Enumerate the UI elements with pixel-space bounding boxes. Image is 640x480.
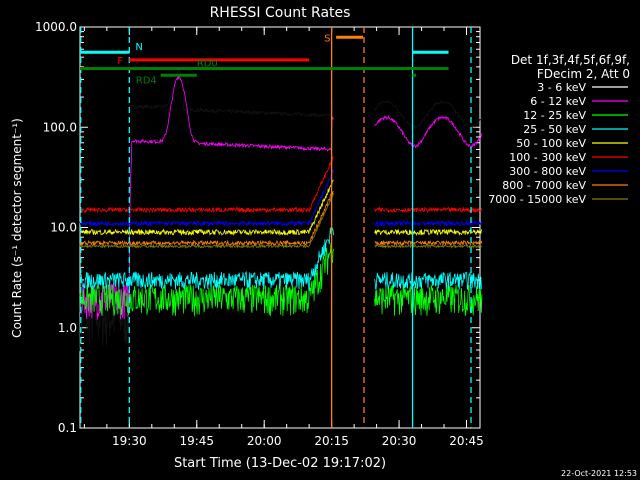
x-tick-label: 20:00 [247,434,282,448]
flag-label: RD4 [136,75,157,86]
series-line [374,239,483,247]
y-tick-label: 1.0 [58,321,77,335]
series-line [374,219,483,227]
legend-label: 6 - 12 keV [530,95,586,108]
legend-label: 800 - 7000 keV [502,179,586,192]
x-tick-label: 19:45 [179,434,214,448]
flag-label: N [135,42,142,53]
legend-label: 7000 - 15000 keV [488,193,586,206]
y-axis-label: Count Rate (s⁻¹ detector segment⁻¹) [10,118,24,338]
series-line [374,243,483,249]
legend-label: 25 - 50 keV [523,123,586,136]
legend-label: 12 - 25 keV [523,109,586,122]
flag-label: RD0 [197,59,218,70]
timestamp: 22-Oct-2021 12:53 [561,469,637,478]
y-tick-label: 100.0 [43,120,77,134]
series-line [79,226,334,291]
series-line [374,284,483,316]
flag-label: F [117,56,123,67]
x-tick-label: 19:30 [112,434,147,448]
x-axis-label: Start Time (13-Dec-02 19:17:02) [174,456,386,471]
series-line [79,75,334,320]
plot-frame [79,26,481,429]
legend-label: 300 - 800 keV [509,165,586,178]
legend-header-1: Det 1f,3f,4f,5f,6f,9f, [511,53,630,67]
chart-title: RHESSI Count Rates [210,5,351,21]
series-line [79,156,334,214]
y-tick-label: 0.1 [58,421,77,435]
legend-label: 100 - 300 keV [509,151,586,164]
series-line [79,169,334,227]
plot-area: 0.1 1.0 10.0 100.0 1000.0 19:30 19:45 20:00 20:1… [35,20,484,448]
legend-label: 3 - 6 keV [537,81,586,94]
x-tick-label: 20:15 [314,434,349,448]
series-line [79,191,334,247]
x-tick-label: 20:30 [382,434,417,448]
legend: Det 1f,3f,4f,5f,6f,9f, FDecim 2, Att 0 3… [488,53,630,206]
legend-header-2: FDecim 2, Att 0 [537,67,630,81]
x-tick-label: 20:45 [449,434,484,448]
series-line [374,99,483,130]
series-line [79,193,334,250]
series-line [374,270,483,290]
y-tick-label: 10.0 [50,221,77,235]
series-line [79,70,334,352]
series-line [374,228,483,237]
flag-label: S [324,33,330,44]
series-line [79,242,334,317]
series-line [374,114,483,150]
legend-label: 50 - 100 keV [516,137,586,150]
series-line [79,179,334,237]
series-line [374,206,483,214]
y-tick-label: 1000.0 [35,20,77,34]
